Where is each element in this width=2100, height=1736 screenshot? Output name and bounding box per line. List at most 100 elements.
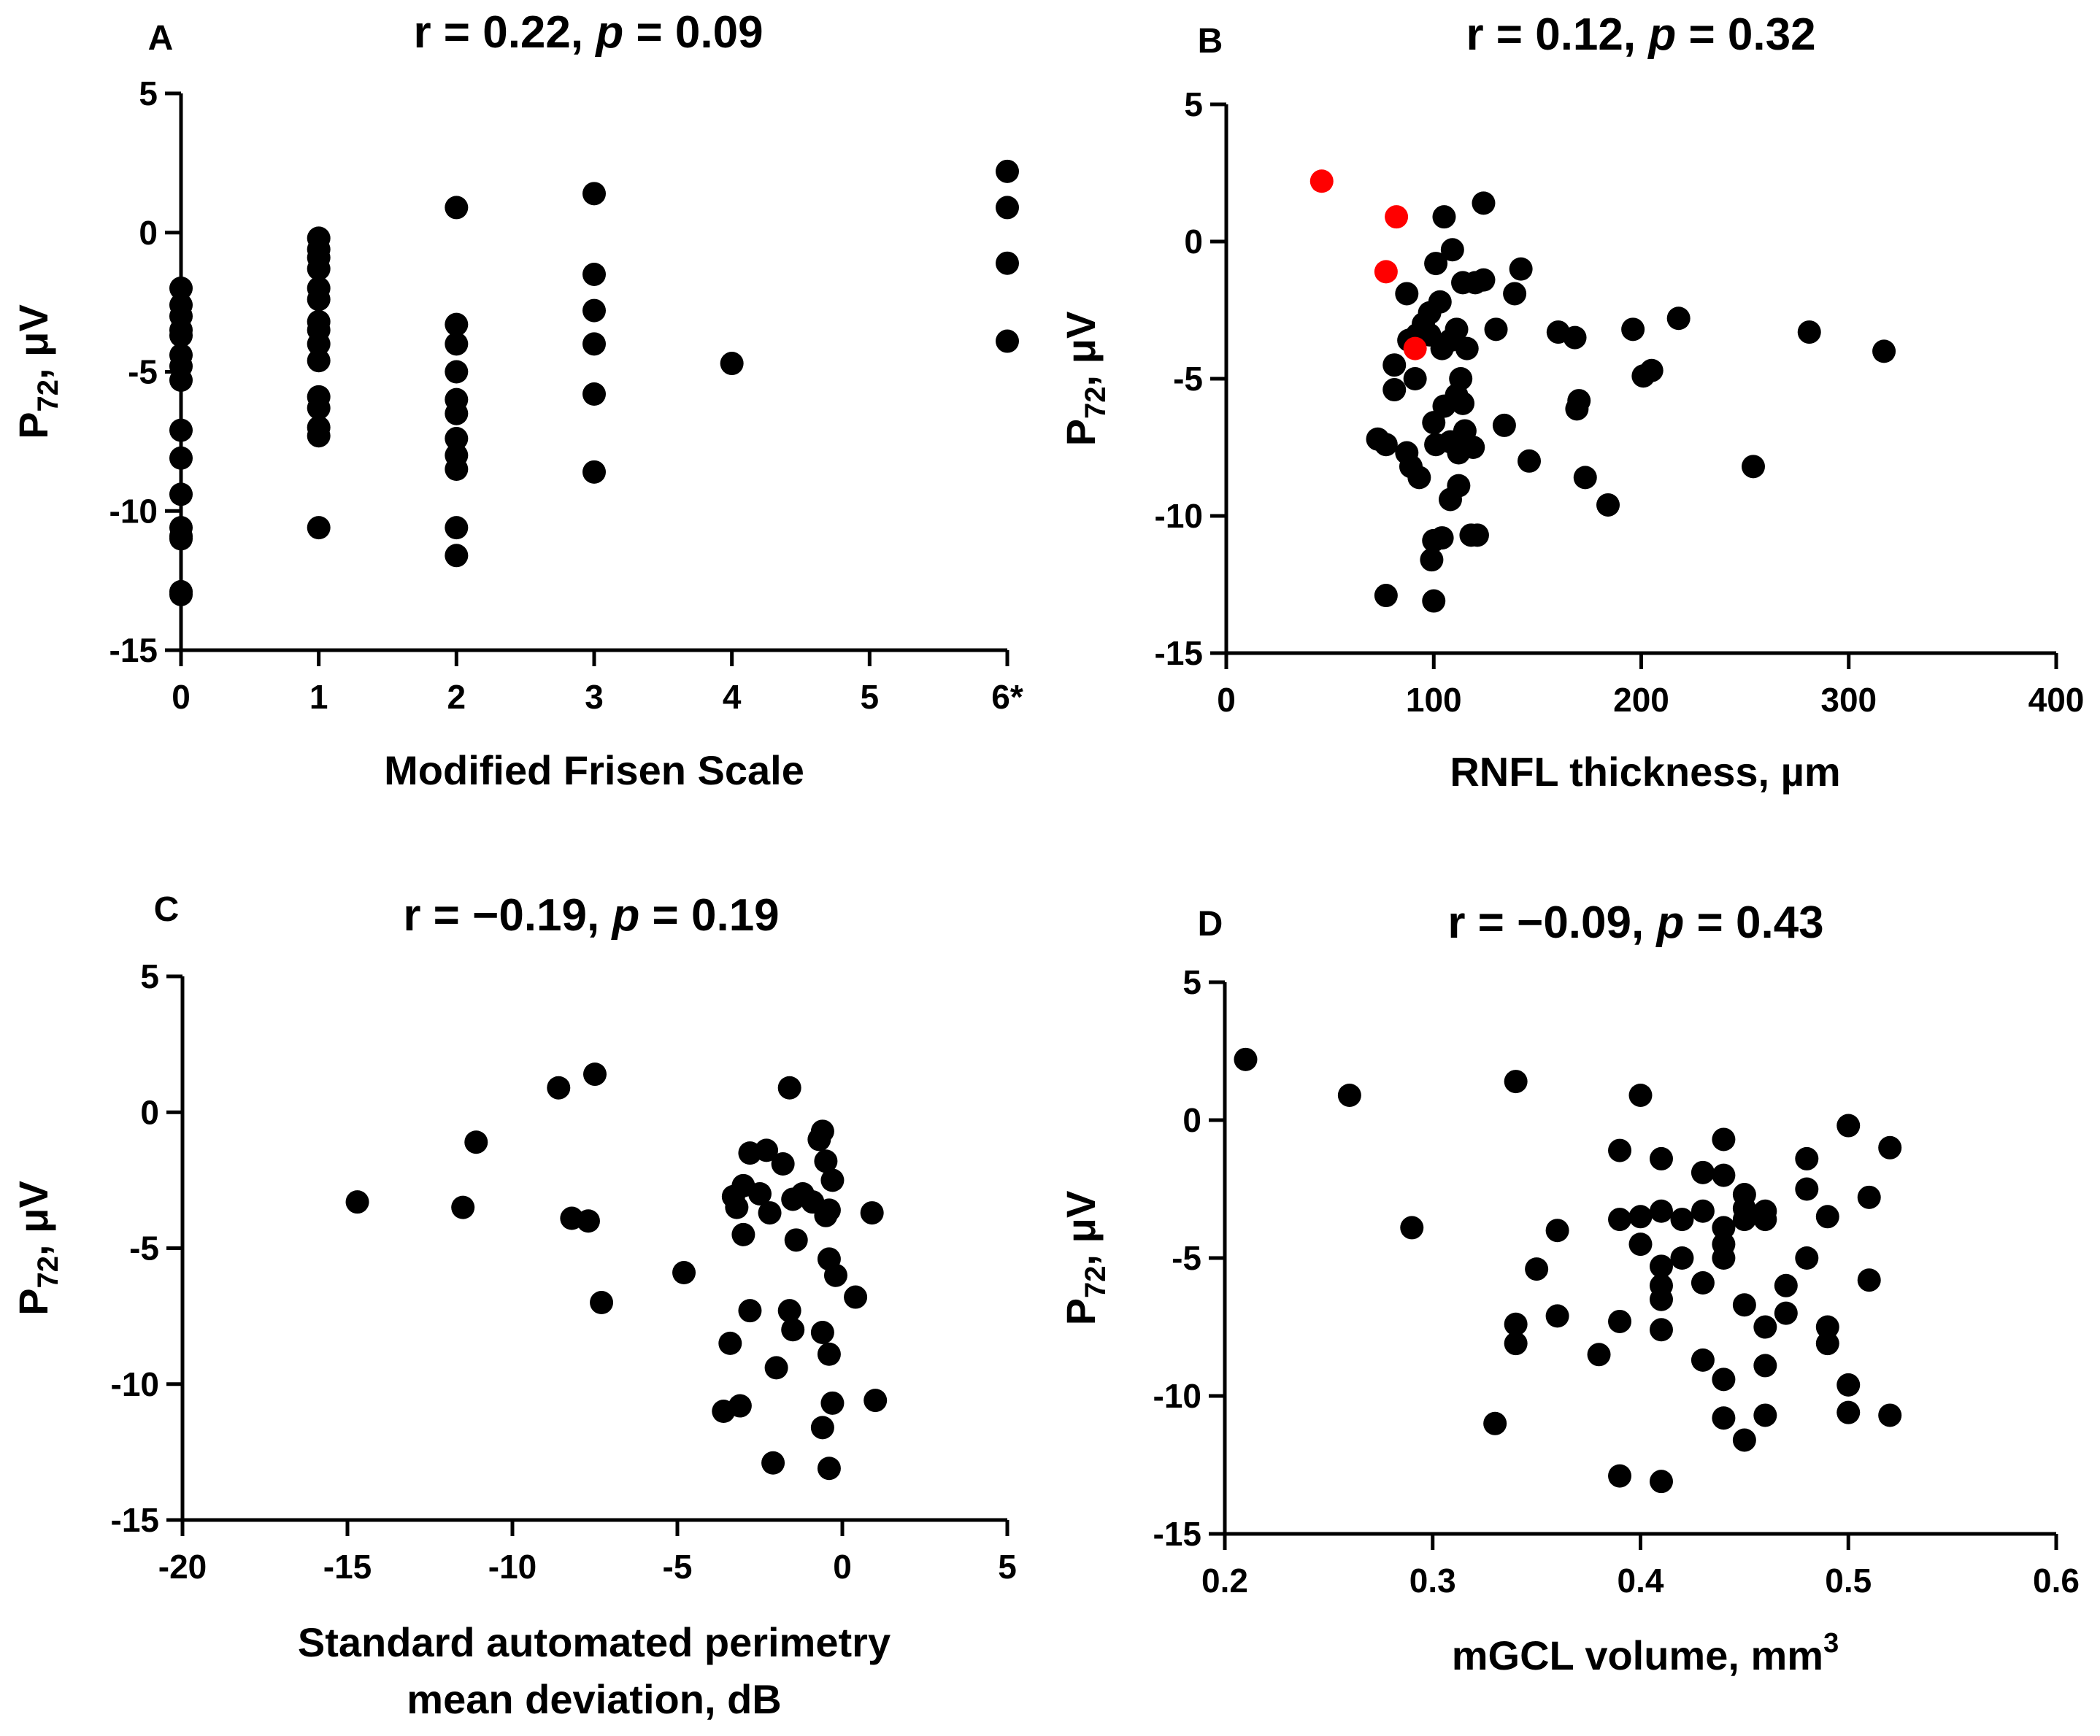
y-tick-label: 0 [1182, 1101, 1201, 1139]
data-point [1753, 1208, 1777, 1232]
data-point [582, 262, 606, 286]
x-tick-label: -15 [323, 1548, 372, 1586]
data-point [728, 1394, 752, 1418]
title-r: r = 0.22, [413, 7, 596, 58]
data-point [1649, 1287, 1673, 1311]
x-axis-title: mean deviation, dB [407, 1676, 781, 1722]
data-point [1628, 1232, 1653, 1257]
x-tick-label: -20 [158, 1548, 207, 1586]
data-point [1753, 1403, 1777, 1427]
data-point [1815, 1332, 1839, 1356]
data-point [720, 352, 744, 376]
data-point [1545, 1304, 1569, 1328]
title-p-label: p [594, 7, 623, 58]
data-point [1732, 1293, 1756, 1317]
data-point [445, 196, 469, 220]
data-point [817, 1457, 841, 1481]
data-point [169, 582, 193, 606]
data-point [1407, 466, 1431, 490]
data-point [755, 1138, 779, 1162]
data-point [1234, 1047, 1258, 1071]
data-point [169, 418, 193, 442]
data-point-red [1403, 336, 1427, 360]
data-point [725, 1195, 749, 1219]
data-point [307, 288, 331, 312]
x-tick-label: 0 [1217, 681, 1236, 719]
data-point [1422, 589, 1446, 613]
y-tick-label: 0 [139, 214, 158, 252]
data-point [996, 159, 1019, 183]
data-point [445, 544, 469, 568]
data-point [1857, 1185, 1881, 1209]
y-axis-title-subscript: 72 [32, 1256, 64, 1289]
data-point [1472, 268, 1496, 292]
data-point [1628, 1205, 1653, 1229]
data-point [582, 382, 606, 406]
data-point [1451, 271, 1475, 295]
y-tick-label: -15 [111, 1501, 159, 1539]
data-point [169, 482, 193, 506]
data-point [1797, 320, 1821, 344]
data-point [1374, 584, 1398, 608]
data-point [1608, 1309, 1632, 1333]
y-axis-title: P72, μV [1058, 1191, 1112, 1326]
title-p-label: p [1655, 898, 1684, 948]
x-axis-title: Standard automated perimetry [298, 1619, 891, 1665]
panel-label: A [148, 19, 174, 58]
x-tick-label: 5 [861, 678, 880, 716]
title-r: r = −0.09, [1447, 898, 1656, 948]
data-point [1428, 290, 1452, 314]
data-point [582, 460, 606, 484]
chart-title: r = −0.19, p = 0.19 [403, 890, 779, 941]
title-p-value: = 0.09 [623, 7, 763, 58]
y-tick-label: -5 [1173, 360, 1203, 398]
title-p-value: = 0.32 [1676, 9, 1815, 60]
data-point [1525, 1257, 1549, 1281]
data-point [1732, 1428, 1756, 1452]
data-point [1459, 523, 1483, 547]
data-point [1565, 397, 1589, 421]
data-point [1483, 1411, 1507, 1435]
data-point [1596, 493, 1620, 517]
data-point [781, 1318, 805, 1342]
data-point [738, 1299, 762, 1323]
y-axis-title-subscript: 72 [32, 379, 64, 412]
data-point [1438, 487, 1462, 512]
data-point [1430, 526, 1454, 550]
data-point [582, 182, 606, 206]
data-point [169, 446, 193, 470]
data-point [864, 1389, 888, 1413]
data-point [582, 332, 606, 356]
data-point [1712, 1163, 1736, 1187]
y-axis-title-main: P [10, 412, 56, 439]
data-point [817, 1198, 841, 1222]
y-axis-title: P72, μV [1058, 312, 1112, 447]
y-axis-title-main: P [1058, 419, 1104, 446]
x-tick-label: 0 [833, 1548, 852, 1586]
data-point [445, 360, 469, 384]
chart-title: r = 0.12, p = 0.32 [1466, 9, 1815, 60]
x-tick-label: 400 [2028, 681, 2085, 719]
x-tick-label: 200 [1613, 681, 1669, 719]
data-point [445, 516, 469, 540]
y-axis-title-unit: , μV [10, 304, 56, 379]
y-axis-title-main: P [10, 1288, 56, 1315]
y-tick-label: -10 [111, 1365, 159, 1403]
y-axis-title-subscript: 72 [1080, 386, 1112, 419]
data-point [771, 1152, 795, 1176]
data-point [1741, 455, 1765, 479]
data-point [777, 1299, 801, 1323]
x-tick-label: 1 [309, 678, 328, 716]
title-p-value: = 0.19 [639, 890, 779, 941]
data-point [1504, 1312, 1528, 1336]
data-point [1691, 1348, 1715, 1372]
title-p-value: = 0.43 [1684, 898, 1823, 948]
data-point [814, 1149, 838, 1173]
data-point [1670, 1208, 1694, 1232]
data-point [1712, 1216, 1736, 1240]
y-tick-label: -10 [1153, 1377, 1201, 1415]
data-point [1374, 433, 1398, 457]
y-axis-title-unit: , μV [1058, 312, 1104, 387]
data-point [1815, 1205, 1839, 1229]
